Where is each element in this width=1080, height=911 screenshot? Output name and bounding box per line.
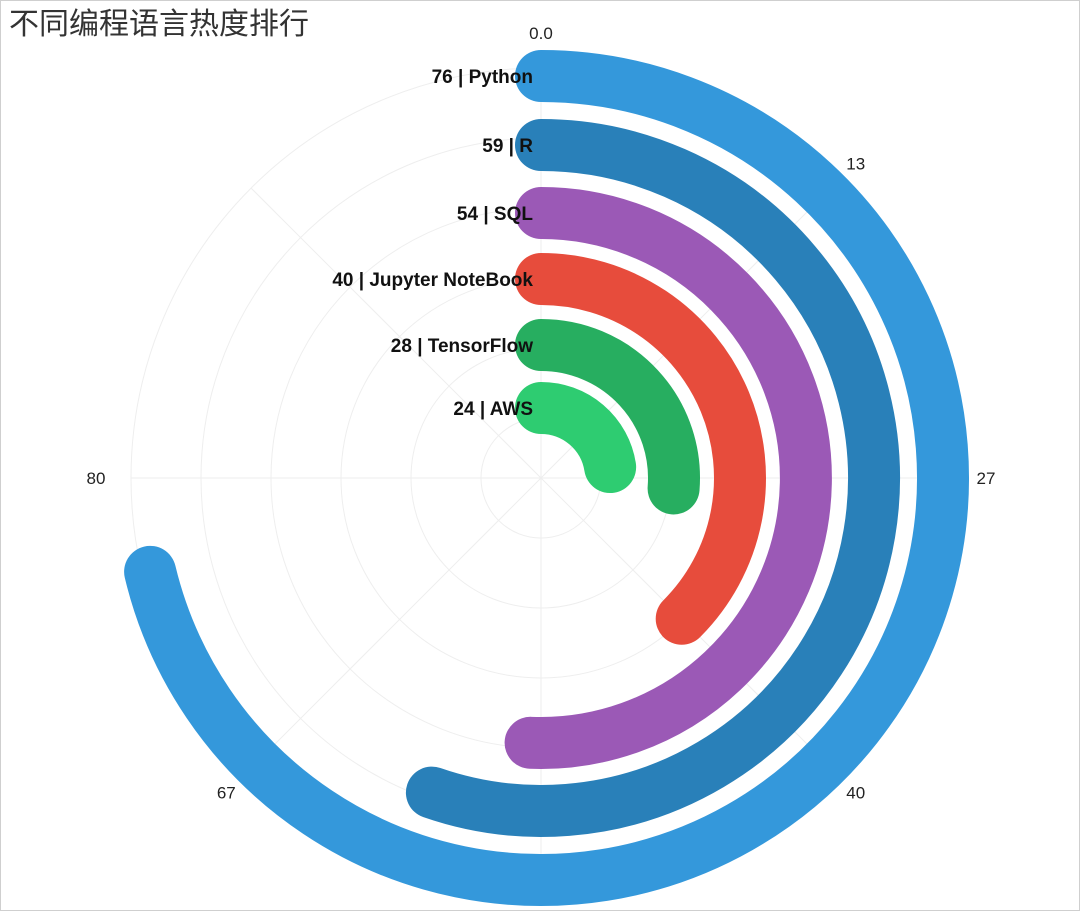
tick-label-2: 27 [977, 469, 996, 488]
tick-label-0: 0.0 [529, 24, 553, 43]
chart-title: 不同编程语言热度排行 [9, 7, 309, 42]
bar-aws [515, 382, 637, 494]
bar-sql [504, 187, 832, 769]
series-label-tensorflow: 28 | TensorFlow [391, 336, 533, 357]
bar-tensorflow [515, 319, 700, 515]
angular-axis-ticks: 0.0132740536780 [87, 24, 996, 803]
tick-label-1: 13 [846, 154, 865, 173]
radial-bars [124, 50, 969, 906]
series-label-r: 59 | R [482, 136, 533, 157]
grid-spoke-7 [250, 187, 542, 479]
tick-label-6: 80 [87, 469, 106, 488]
tick-label-3: 40 [846, 784, 865, 803]
series-label-sql: 54 | SQL [457, 204, 533, 225]
series-label-python: 76 | Python [432, 67, 533, 88]
bar-r [405, 119, 900, 837]
bar-python [124, 50, 969, 906]
series-labels: 76 | Python 59 | R 54 | SQL 40 | Jupyter No… [332, 67, 533, 420]
bar-jupyter-notebook [515, 253, 766, 645]
series-label-jupyter-notebook: 40 | Jupyter NoteBook [332, 270, 533, 291]
grid-spoke-5 [250, 477, 542, 769]
series-label-aws: 24 | AWS [453, 399, 533, 420]
tick-label-5: 67 [217, 784, 236, 803]
